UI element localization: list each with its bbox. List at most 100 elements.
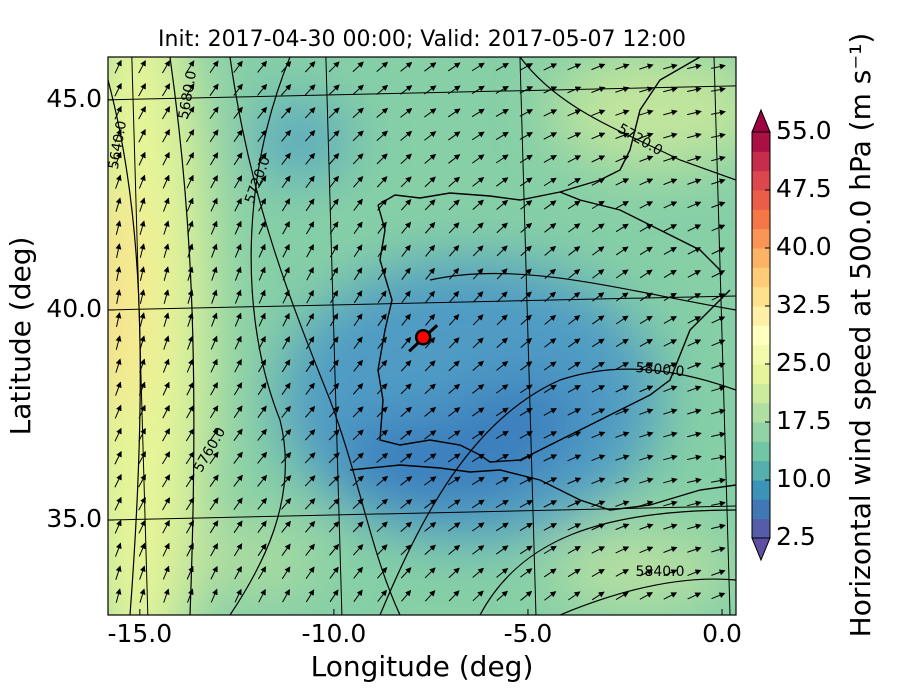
wind-arrow	[472, 245, 484, 257]
wind-arrow	[496, 545, 509, 555]
wind-arrow	[544, 245, 557, 256]
wind-arrow	[233, 60, 243, 73]
wind-arrow	[447, 430, 461, 440]
wind-arrow	[211, 243, 218, 258]
grid-line	[519, 57, 537, 615]
wind-arrow	[139, 588, 146, 603]
wind-arrow	[281, 566, 291, 580]
wind-arrow	[281, 405, 291, 418]
wind-arrow	[711, 63, 726, 70]
wind-arrow	[352, 130, 364, 142]
wind-arrow	[400, 544, 412, 556]
wind-arrow	[496, 199, 509, 210]
wind-arrow	[257, 474, 268, 487]
wind-arrow	[210, 381, 218, 396]
wind-arrow	[209, 129, 219, 143]
wind-arrow	[376, 84, 389, 95]
wind-arrow	[138, 151, 146, 166]
wind-arrow	[519, 86, 534, 94]
wind-arrow	[472, 314, 484, 326]
wind-arrow	[711, 454, 726, 461]
wind-arrow	[591, 500, 606, 508]
wind-arrow	[401, 221, 412, 234]
wind-arrow	[639, 569, 654, 577]
wind-arrow	[353, 267, 363, 281]
wind-arrow	[258, 243, 266, 258]
wind-arrow	[115, 243, 122, 258]
wind-arrow	[233, 497, 243, 510]
colorbar-band	[752, 402, 770, 423]
wind-arrow	[639, 592, 654, 600]
wind-arrow	[114, 82, 122, 97]
wind-arrow	[687, 500, 702, 507]
map-field: 5640.05680.05720.05760.05800.05840.05720…	[108, 57, 736, 615]
wind-arrow	[472, 545, 485, 555]
wind-arrow	[639, 201, 654, 209]
grid-line	[108, 295, 736, 311]
colorbar-tick-label: 25.0	[776, 348, 832, 377]
wind-arrow	[424, 430, 437, 440]
wind-arrow	[186, 588, 194, 603]
wind-arrow	[591, 361, 605, 370]
wind-arrow	[639, 523, 654, 530]
wind-arrow	[115, 266, 122, 281]
wind-arrow	[615, 523, 630, 531]
wind-arrow	[495, 407, 509, 417]
wind-arrow	[543, 109, 558, 117]
wind-arrow	[591, 385, 606, 393]
wind-arrow	[639, 477, 654, 484]
wind-arrow	[591, 338, 605, 348]
wind-arrow	[234, 175, 243, 189]
wind-arrow	[615, 408, 630, 416]
wind-arrow	[495, 154, 509, 164]
wind-arrow	[615, 500, 630, 507]
wind-arrow	[711, 500, 726, 507]
wind-arrow	[471, 499, 485, 509]
wind-shading	[108, 57, 736, 615]
wind-arrow	[567, 546, 581, 554]
wind-arrow	[543, 545, 557, 555]
wind-arrow	[687, 86, 702, 93]
wind-arrow	[639, 155, 654, 162]
wind-arrow	[472, 567, 485, 578]
wind-arrow	[495, 499, 509, 508]
wind-arrow	[425, 221, 436, 234]
wind-arrow	[471, 108, 485, 118]
wind-arrow	[138, 105, 146, 120]
wind-arrow	[495, 109, 509, 117]
wind-arrow	[687, 155, 702, 162]
wind-arrow	[401, 313, 411, 326]
wind-arrow	[687, 477, 702, 484]
wind-arrow	[306, 243, 314, 258]
wind-arrow	[162, 174, 170, 189]
wind-arrow	[305, 589, 315, 603]
wind-arrow	[639, 431, 654, 438]
wind-arrow	[162, 497, 170, 511]
wind-arrow	[567, 200, 581, 210]
wind-arrow	[471, 522, 485, 532]
wind-arrow	[592, 292, 605, 302]
wind-arrow	[328, 61, 340, 73]
wind-arrow	[639, 385, 654, 393]
wind-arrow	[330, 290, 339, 304]
wind-arrow	[471, 85, 485, 95]
wind-arrow	[471, 407, 485, 417]
wind-arrow	[376, 61, 389, 72]
wind-arrow	[401, 244, 411, 257]
wind-arrow	[352, 61, 364, 73]
wind-arrow	[424, 383, 436, 395]
wind-arrow	[114, 496, 122, 511]
wind-arrow	[567, 132, 582, 140]
wind-arrow	[377, 290, 387, 304]
wind-arrow	[282, 312, 290, 327]
wind-arrow	[281, 198, 291, 212]
wind-arrow	[687, 569, 702, 577]
wind-arrow	[472, 176, 485, 187]
wind-arrow	[139, 220, 146, 235]
wind-arrow	[663, 362, 678, 370]
wind-arrow	[591, 155, 606, 163]
wind-arrow	[115, 174, 122, 189]
wind-arrow	[304, 84, 316, 96]
wind-arrow	[472, 337, 484, 349]
wind-arrow	[353, 221, 363, 235]
